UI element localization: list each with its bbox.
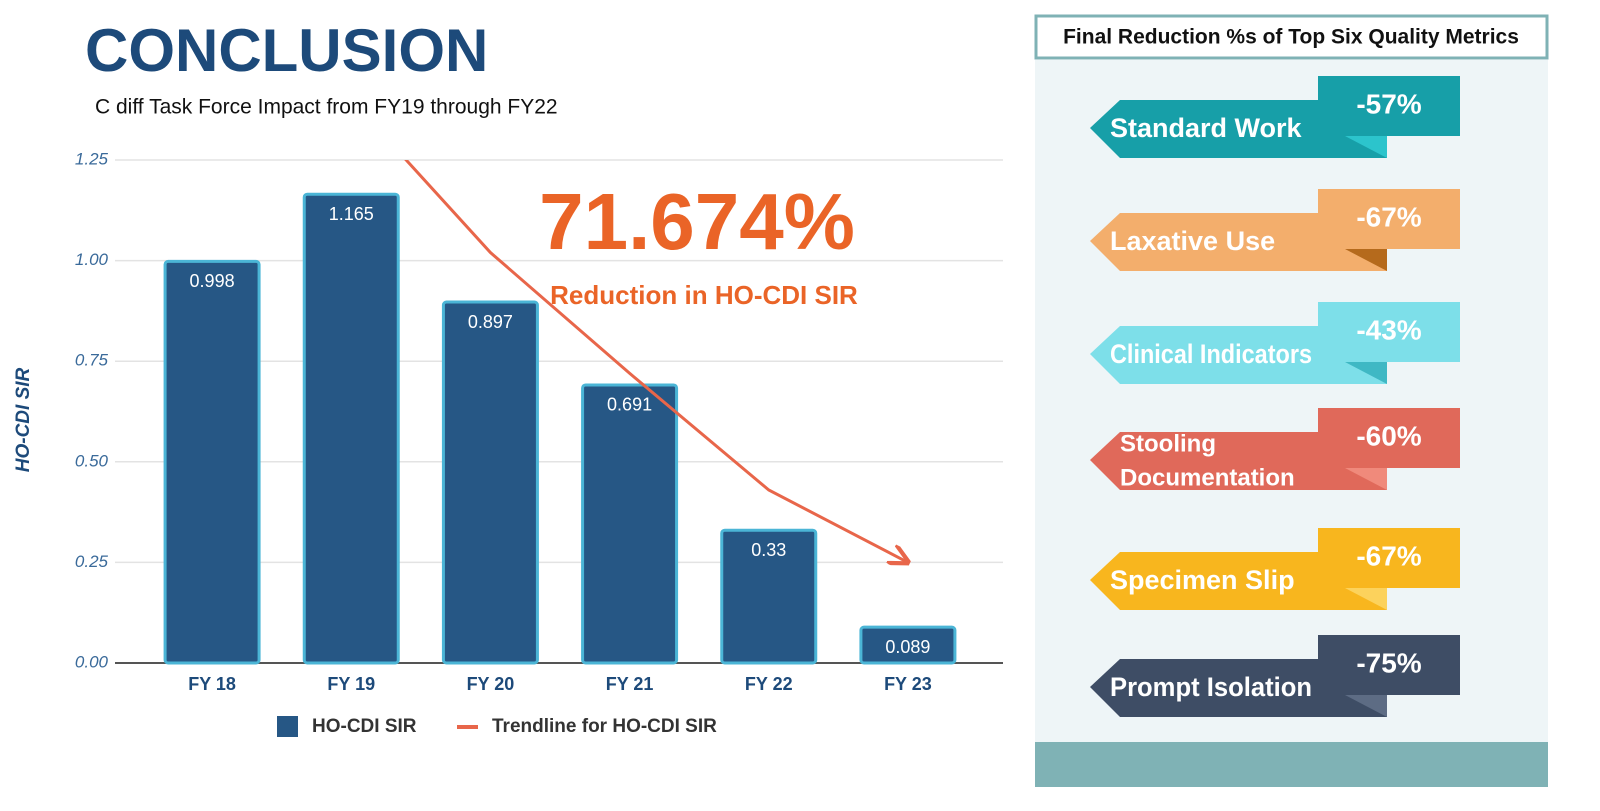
y-tick-label: 0.50 <box>75 451 109 470</box>
item-label: Prompt Isolation <box>1110 672 1312 702</box>
y-tick-label: 0.00 <box>75 652 109 671</box>
item-ribbon <box>1090 432 1387 490</box>
item-value: -67% <box>1356 540 1421 571</box>
slide-subtitle: C diff Task Force Impact from FY19 throu… <box>95 96 558 119</box>
panel-bg <box>1035 60 1548 743</box>
value-label: 0.33 <box>751 540 786 560</box>
item-fold <box>1345 695 1387 717</box>
item-fold <box>1345 249 1387 271</box>
x-tick-label: FY 22 <box>745 674 793 694</box>
item-label: Stooling <box>1120 430 1216 457</box>
item-label: Specimen Slip <box>1110 565 1295 595</box>
item-ribbon <box>1090 552 1387 610</box>
item-value: -57% <box>1356 88 1421 119</box>
item-value: -43% <box>1356 314 1421 345</box>
trendline <box>404 160 908 563</box>
panel-footer <box>1035 742 1548 787</box>
y-tick-label: 1.00 <box>75 250 109 269</box>
value-label: 0.998 <box>190 271 235 291</box>
bar <box>163 259 261 665</box>
item-tab <box>1318 635 1460 695</box>
slide-title: CONCLUSION <box>85 17 488 84</box>
value-label: 0.089 <box>885 637 930 657</box>
item-label: Clinical Indicators <box>1110 339 1312 369</box>
item-label: Documentation <box>1120 464 1295 491</box>
item-ribbon <box>1090 213 1387 271</box>
bar <box>302 192 400 665</box>
bar <box>859 625 957 665</box>
bar <box>720 528 818 665</box>
bar <box>581 383 679 665</box>
item-value: -67% <box>1356 201 1421 232</box>
value-label: 1.165 <box>329 204 374 224</box>
x-tick-label: FY 23 <box>884 674 932 694</box>
legend-swatch <box>277 716 298 737</box>
y-tick-label: 0.75 <box>75 351 109 370</box>
item-ribbon <box>1090 100 1387 158</box>
item-ribbon <box>1090 326 1387 384</box>
item-ribbon <box>1090 659 1387 717</box>
item-fold <box>1345 136 1387 158</box>
item-tab <box>1318 302 1460 362</box>
item-fold <box>1345 362 1387 384</box>
panel-title-box <box>1034 14 1549 60</box>
item-value: -75% <box>1356 647 1421 678</box>
item-tab <box>1318 76 1460 136</box>
item-fold <box>1345 468 1387 490</box>
bar <box>441 300 539 665</box>
item-fold <box>1345 588 1387 610</box>
annotation-sub: Reduction in HO-CDI SIR <box>550 280 858 310</box>
item-tab <box>1318 189 1460 249</box>
x-tick-label: FY 19 <box>327 674 375 694</box>
panel-title: Final Reduction %s of Top Six Quality Me… <box>1063 26 1519 49</box>
item-value: -60% <box>1356 420 1421 451</box>
legend-label: Trendline for HO-CDI SIR <box>492 716 717 737</box>
y-axis-label: HO-CDI SIR <box>13 367 34 472</box>
x-tick-label: FY 20 <box>467 674 515 694</box>
value-label: 0.897 <box>468 312 513 332</box>
x-tick-label: FY 18 <box>188 674 236 694</box>
x-tick-label: FY 21 <box>606 674 654 694</box>
y-tick-label: 0.25 <box>75 552 109 571</box>
item-tab <box>1318 528 1460 588</box>
annotation-big: 71.674% <box>539 177 855 266</box>
y-tick-label: 1.25 <box>75 149 109 168</box>
item-label: Standard Work <box>1110 113 1303 143</box>
value-label: 0.691 <box>607 395 652 415</box>
item-tab <box>1318 408 1460 468</box>
item-label: Laxative Use <box>1110 226 1275 256</box>
legend-label: HO-CDI SIR <box>312 716 417 737</box>
